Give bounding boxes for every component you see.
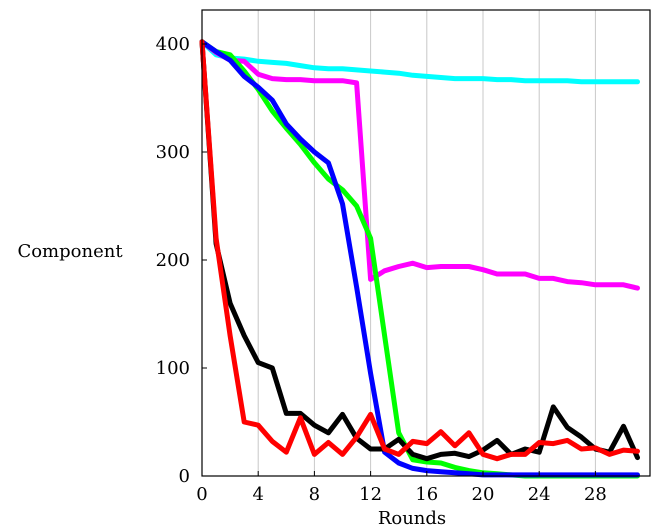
y-tick-label: 300 — [156, 142, 190, 163]
axis-ticks: 0 4 8 12 16 20 24 28 0 100 200 300 400 — [156, 34, 607, 505]
x-tick-label: 20 — [472, 484, 495, 505]
series-line-4 — [199, 39, 640, 478]
y-tick-label: 100 — [156, 358, 190, 379]
x-tick-label: 12 — [359, 484, 382, 505]
series-line-2 — [199, 39, 640, 291]
y-axis-title: Component — [17, 241, 123, 262]
y-tick-label: 400 — [156, 34, 190, 55]
x-tick-label: 16 — [415, 484, 438, 505]
x-tick-label: 4 — [252, 484, 263, 505]
x-tick-label: 24 — [528, 484, 551, 505]
x-tick-label: 28 — [584, 484, 607, 505]
x-tick-label: 8 — [309, 484, 320, 505]
y-tick-label: 200 — [156, 250, 190, 271]
plot-frame — [201, 9, 651, 477]
plot-series — [199, 39, 640, 479]
x-axis-title: Rounds — [378, 508, 446, 529]
y-tick-label: 0 — [179, 466, 190, 487]
x-tick-label: 0 — [196, 484, 207, 505]
series-line-1 — [199, 39, 640, 85]
series-line-5 — [199, 39, 640, 462]
series-line-3 — [199, 39, 640, 479]
series-line-6 — [199, 39, 640, 462]
